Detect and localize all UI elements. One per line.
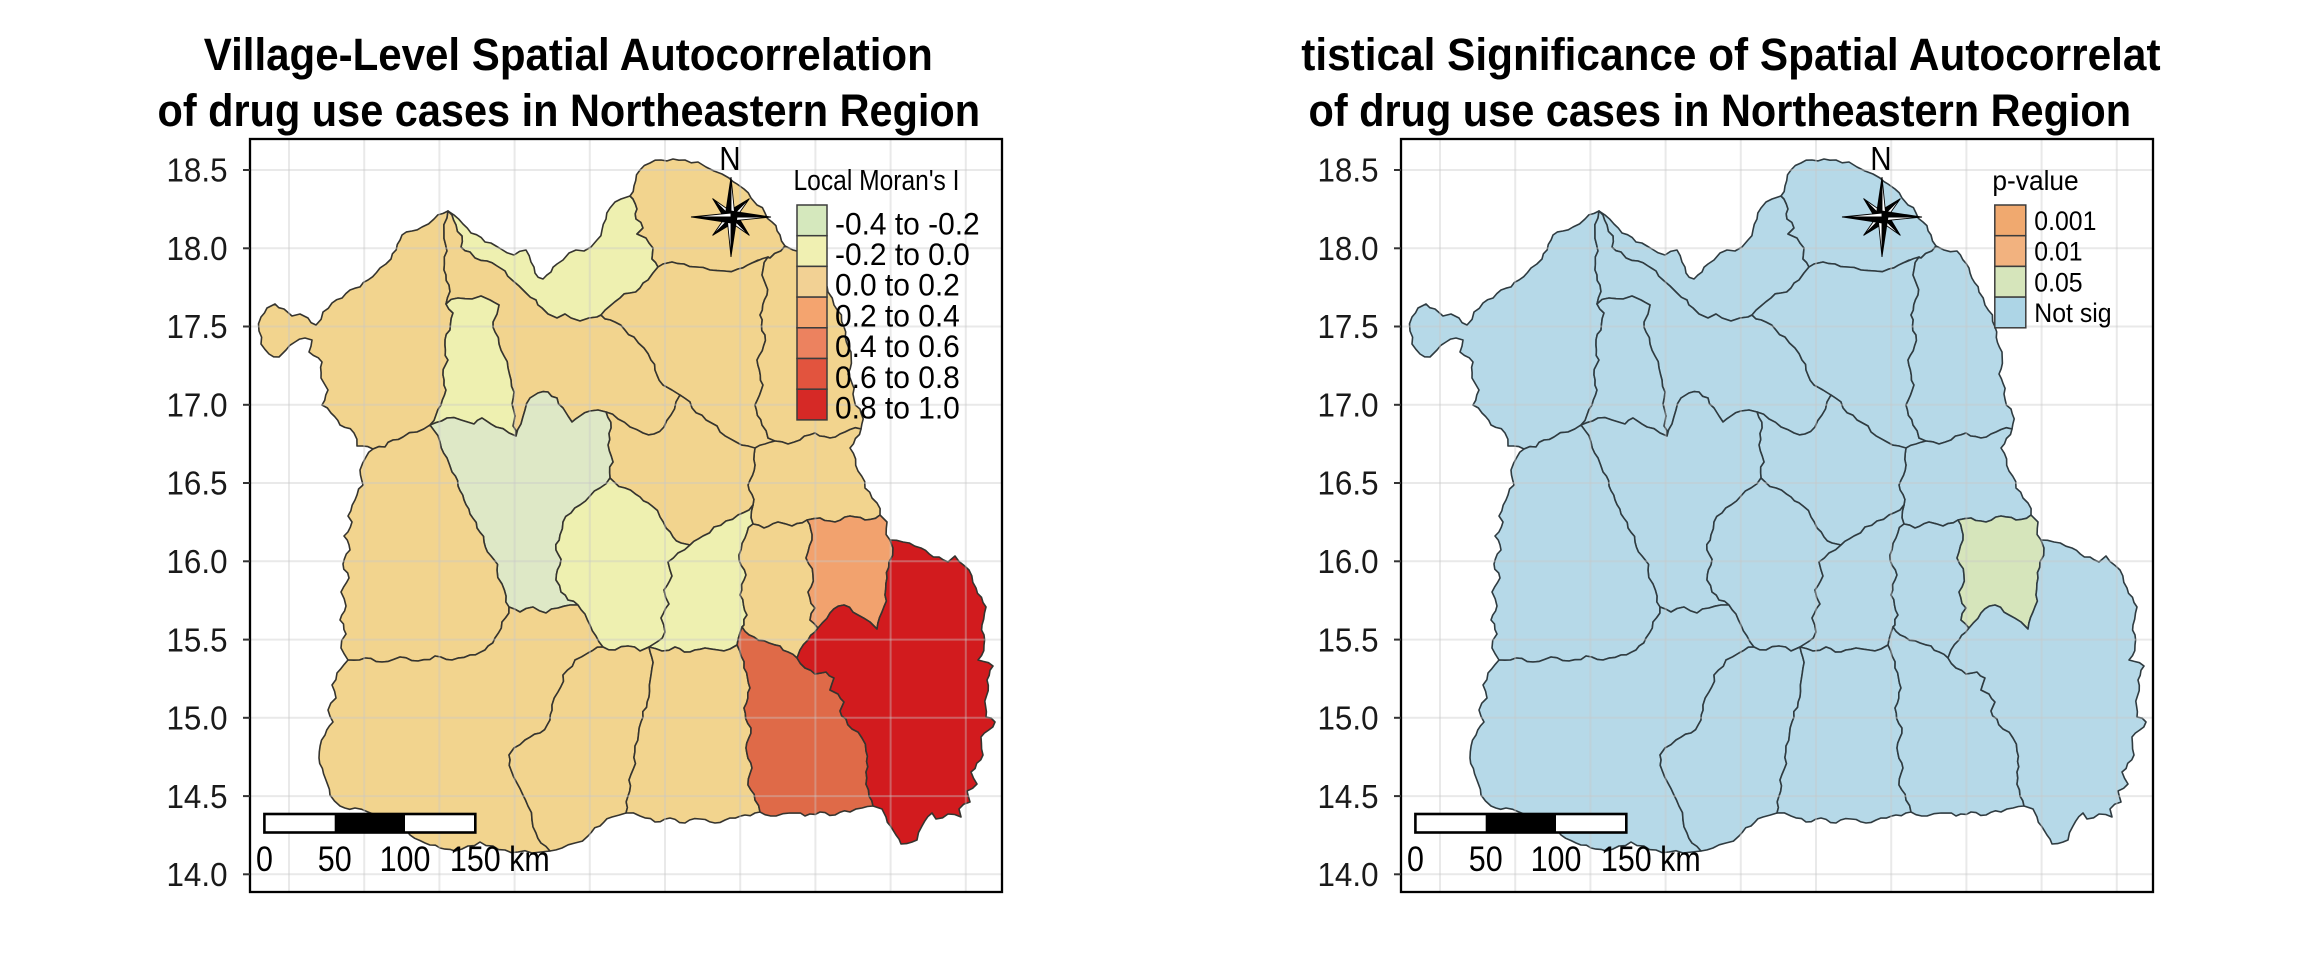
svg-text:0: 0 [256,840,273,879]
svg-text:0: 0 [1406,840,1423,879]
svg-text:18.0: 18.0 [1317,230,1378,267]
svg-text:18.5: 18.5 [1317,152,1378,189]
svg-text:-0.4 to -0.2: -0.4 to -0.2 [835,205,980,241]
svg-text:17.0: 17.0 [1317,387,1378,424]
svg-text:N: N [1870,140,1891,177]
svg-text:16.5: 16.5 [167,465,228,502]
svg-text:15.0: 15.0 [167,700,228,737]
svg-text:14.5: 14.5 [1317,778,1378,815]
svg-text:0.2 to 0.4: 0.2 to 0.4 [835,297,960,333]
svg-text:16.0: 16.0 [1317,543,1378,580]
svg-text:14.0: 14.0 [167,856,228,893]
svg-text:0.0 to 0.2: 0.0 to 0.2 [835,267,960,303]
svg-text:18.0: 18.0 [167,230,228,267]
svg-text:-0.2 to 0.0: -0.2 to 0.0 [835,236,970,272]
svg-text:50: 50 [1468,840,1502,879]
svg-text:17.5: 17.5 [1317,308,1378,345]
svg-text:of drug use cases in Northeast: of drug use cases in Northeastern Region [158,85,981,136]
svg-text:15.0: 15.0 [1317,700,1378,737]
svg-text:of drug use cases in Northeast: of drug use cases in Northeastern Region [1308,85,2131,136]
svg-text:100: 100 [1530,840,1581,879]
svg-text:0.001: 0.001 [2034,206,2096,236]
svg-text:17.0: 17.0 [167,387,228,424]
svg-text:14.5: 14.5 [167,778,228,815]
svg-text:16.0: 16.0 [167,543,228,580]
svg-text:16.5: 16.5 [1317,465,1378,502]
svg-text:0.4 to 0.6: 0.4 to 0.6 [835,328,960,364]
svg-text:14.0: 14.0 [1317,856,1378,893]
svg-text:0.6 to 0.8: 0.6 to 0.8 [835,359,960,395]
svg-text:tistical Significance of Spati: tistical Significance of Spatial Autocor… [1301,29,2160,80]
svg-text:0.01: 0.01 [2034,237,2082,267]
svg-text:0.8 to 1.0: 0.8 to 1.0 [835,390,960,426]
svg-text:18.5: 18.5 [167,152,228,189]
svg-text:Not sig: Not sig [2034,298,2111,328]
svg-text:Village-Level Spatial Autocorr: Village-Level Spatial Autocorrelation [204,29,933,80]
svg-text:15.5: 15.5 [1317,621,1378,658]
svg-text:17.5: 17.5 [167,308,228,345]
svg-text:100: 100 [380,840,431,879]
svg-text:p-value: p-value [1992,165,2078,196]
svg-text:0.05: 0.05 [2034,267,2082,297]
svg-text:150 km: 150 km [1600,840,1700,879]
svg-text:N: N [719,140,740,177]
svg-text:15.5: 15.5 [167,621,228,658]
svg-text:Local Moran's I: Local Moran's I [794,165,960,197]
svg-text:50: 50 [318,840,352,879]
svg-text:150 km: 150 km [450,840,550,879]
